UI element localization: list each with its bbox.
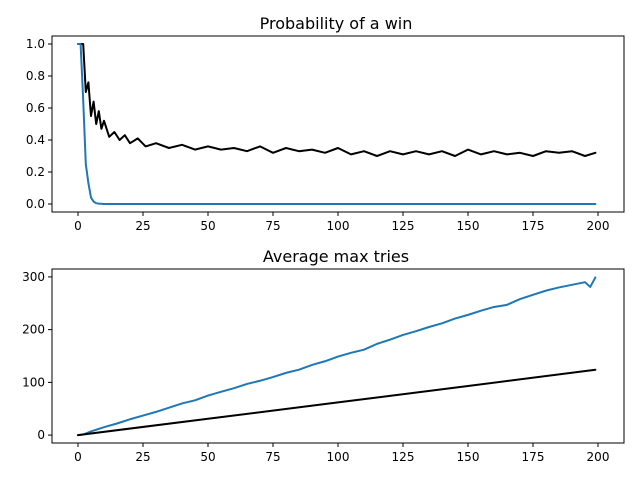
win-probability-y-tick-label-4: 0.8 xyxy=(26,69,45,83)
win-probability-x-tick-label-4: 100 xyxy=(327,219,350,233)
win-probability-title: Probability of a win xyxy=(260,14,413,33)
win-probability-y-tick-label-0: 0.0 xyxy=(26,197,45,211)
win-probability-x-tick-label-1: 25 xyxy=(135,219,150,233)
average-max-tries-y-tick-label-1: 100 xyxy=(22,375,45,389)
win-probability-chart: Probability of a win 0 25 50 75 100 125 150 175… xyxy=(26,14,625,233)
win-probability-x-tick-label-6: 150 xyxy=(457,219,480,233)
average-max-tries-x-tick-label-2: 50 xyxy=(200,450,215,464)
win-probability-series-line-0 xyxy=(77,43,597,157)
average-max-tries-x-tick-label-3: 75 xyxy=(265,450,280,464)
average-max-tries-title: Average max tries xyxy=(263,247,409,266)
win-probability-y-tick-label-3: 0.6 xyxy=(26,101,45,115)
average-max-tries-chart: Average max tries 0 25 50 75 100 125 150 175 200… xyxy=(22,247,625,464)
average-max-tries-series-line-0 xyxy=(77,276,597,437)
average-max-tries-x-tick-label-4: 100 xyxy=(327,450,350,464)
win-probability-x-tick-label-8: 200 xyxy=(587,219,610,233)
win-probability-series-layer xyxy=(77,43,597,205)
win-probability-x-tick-label-2: 50 xyxy=(200,219,215,233)
average-max-tries-x-tick-label-5: 125 xyxy=(392,450,415,464)
average-max-tries-x-tick-label-8: 200 xyxy=(587,450,610,464)
win-probability-y-tick-label-1: 0.2 xyxy=(26,165,45,179)
average-max-tries-ticks-layer: 0 25 50 75 100 125 150 175 200 0 100 200 300 xyxy=(22,270,609,464)
win-probability-x-tick-label-7: 175 xyxy=(522,219,545,233)
win-probability-y-tick-label-2: 0.4 xyxy=(26,133,45,147)
average-max-tries-y-tick-label-3: 300 xyxy=(22,270,45,284)
win-probability-x-tick-label-0: 0 xyxy=(74,219,82,233)
average-max-tries-y-tick-label-2: 200 xyxy=(22,323,45,337)
win-probability-y-tick-label-5: 1.0 xyxy=(26,37,45,51)
average-max-tries-x-tick-label-7: 175 xyxy=(522,450,545,464)
average-max-tries-x-tick-label-0: 0 xyxy=(74,450,82,464)
win-probability-ticks-layer: 0 25 50 75 100 125 150 175 200 0.0 0.2 0.4 0.6 0.8 1.0 xyxy=(26,37,610,233)
win-probability-x-tick-label-5: 125 xyxy=(392,219,415,233)
average-max-tries-series-line-1 xyxy=(77,368,597,437)
average-max-tries-x-tick-label-1: 25 xyxy=(135,450,150,464)
average-max-tries-y-tick-label-0: 0 xyxy=(37,428,45,442)
average-max-tries-series-layer xyxy=(77,276,597,437)
win-probability-x-tick-label-3: 75 xyxy=(265,219,280,233)
average-max-tries-x-tick-label-6: 150 xyxy=(457,450,480,464)
win-probability-series-line-1 xyxy=(77,43,597,205)
